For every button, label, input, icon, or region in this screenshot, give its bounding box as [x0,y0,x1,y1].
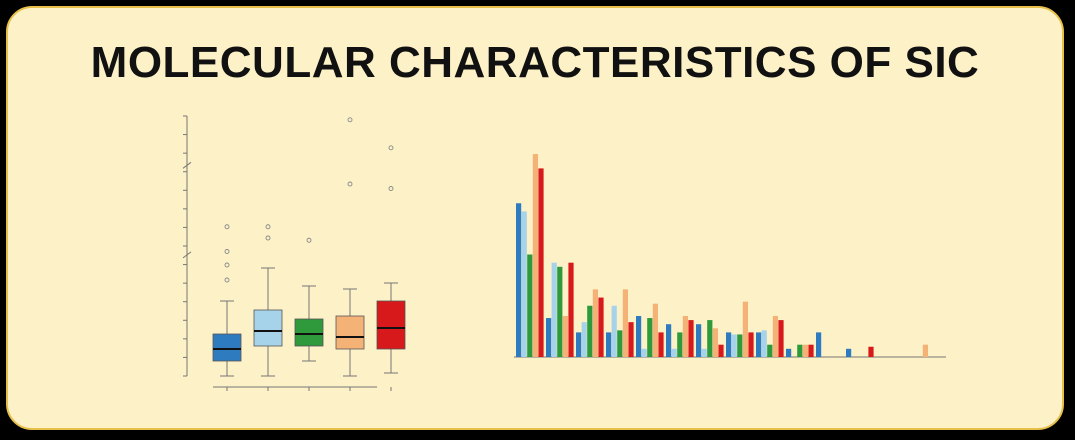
bar-group-7-series-1 [696,324,702,357]
box-outlier [347,117,353,123]
bar-group-2-series-1 [546,318,552,357]
bar-group-5-series-1 [636,316,642,357]
box-outlier [265,235,271,241]
bar-group-1-series-2 [521,211,527,357]
box-outlier [347,181,353,187]
box-outlier [224,224,230,230]
bar-group-9-series-4 [772,316,778,357]
bar-group-3-series-4 [592,289,598,357]
bar-group-9-series-2 [761,330,767,357]
box-outlier [224,277,230,283]
bar-group-4-series-4 [622,289,628,357]
bar-group-10-series-3 [797,344,803,357]
box-3 [294,318,324,347]
bar-group-7-series-3 [707,320,713,357]
bar-group-2-series-3 [557,266,563,357]
bar-group-2-series-4 [562,316,568,357]
bar-group-6-series-2 [671,348,677,357]
box-outlier [306,237,312,243]
bar-group-5-series-3 [647,318,653,357]
bar-group-6-series-5 [688,320,694,357]
box-4 [335,315,365,350]
bar-group-12-series-5 [868,346,874,357]
bar-group-4-series-2 [611,305,617,357]
axis-break-mark [182,161,192,169]
bar-group-12-series-1 [846,348,852,357]
bar-group-9-series-5 [778,320,784,357]
background-panel: MOLECULAR CHARACTERISTICS OF SIC [6,6,1064,430]
box-outlier [388,145,394,151]
bar-group-3-series-5 [598,297,604,357]
bar-group-11-series-1 [816,332,822,357]
box-5 [376,300,406,350]
bar-group-13-series-4 [922,344,928,357]
bar-group-4-series-5 [628,322,634,357]
box-outlier [388,186,394,191]
bar-group-8-series-3 [737,334,743,357]
bar-group-10-series-1 [786,348,792,357]
bar-group-8-series-1 [726,332,732,357]
bar-group-9-series-1 [756,332,762,357]
bar-group-1-series-5 [538,168,544,357]
bar-group-7-series-2 [701,348,707,357]
bar-group-6-series-3 [677,332,683,357]
bar-group-2-series-2 [551,262,557,357]
bar-group-3-series-3 [587,305,593,357]
bar-group-7-series-4 [712,328,718,357]
bar-chart [514,154,946,358]
bar-group-5-series-4 [652,303,658,357]
bar-group-1-series-4 [532,154,538,357]
box-2 [253,309,283,347]
bar-group-4-series-3 [617,330,623,357]
bar-group-3-series-2 [581,322,587,357]
bar-group-1-series-1 [516,203,522,357]
bar-group-3-series-1 [576,332,582,357]
bar-group-10-series-5 [808,344,814,357]
bar-group-4-series-1 [606,332,612,357]
box-outlier [265,224,271,230]
bar-group-6-series-4 [682,316,688,357]
bar-group-9-series-3 [767,344,773,357]
bar-group-10-series-4 [802,344,808,357]
bar-group-1-series-3 [527,254,533,357]
bar-group-5-series-2 [641,348,647,357]
bar-group-2-series-5 [568,262,574,357]
box-1 [212,333,242,362]
bar-group-7-series-5 [718,344,724,357]
bar-group-8-series-4 [742,301,748,357]
bar-group-5-series-5 [658,332,664,357]
bar-group-8-series-5 [748,332,754,357]
box-outlier [224,249,230,254]
axis-break-mark [182,251,192,259]
boxplot-chart [182,115,406,391]
box-outlier [224,262,230,268]
bar-group-8-series-2 [731,334,737,357]
page-title: MOLECULAR CHARACTERISTICS OF SIC [90,38,980,87]
bar-group-6-series-1 [666,324,672,357]
